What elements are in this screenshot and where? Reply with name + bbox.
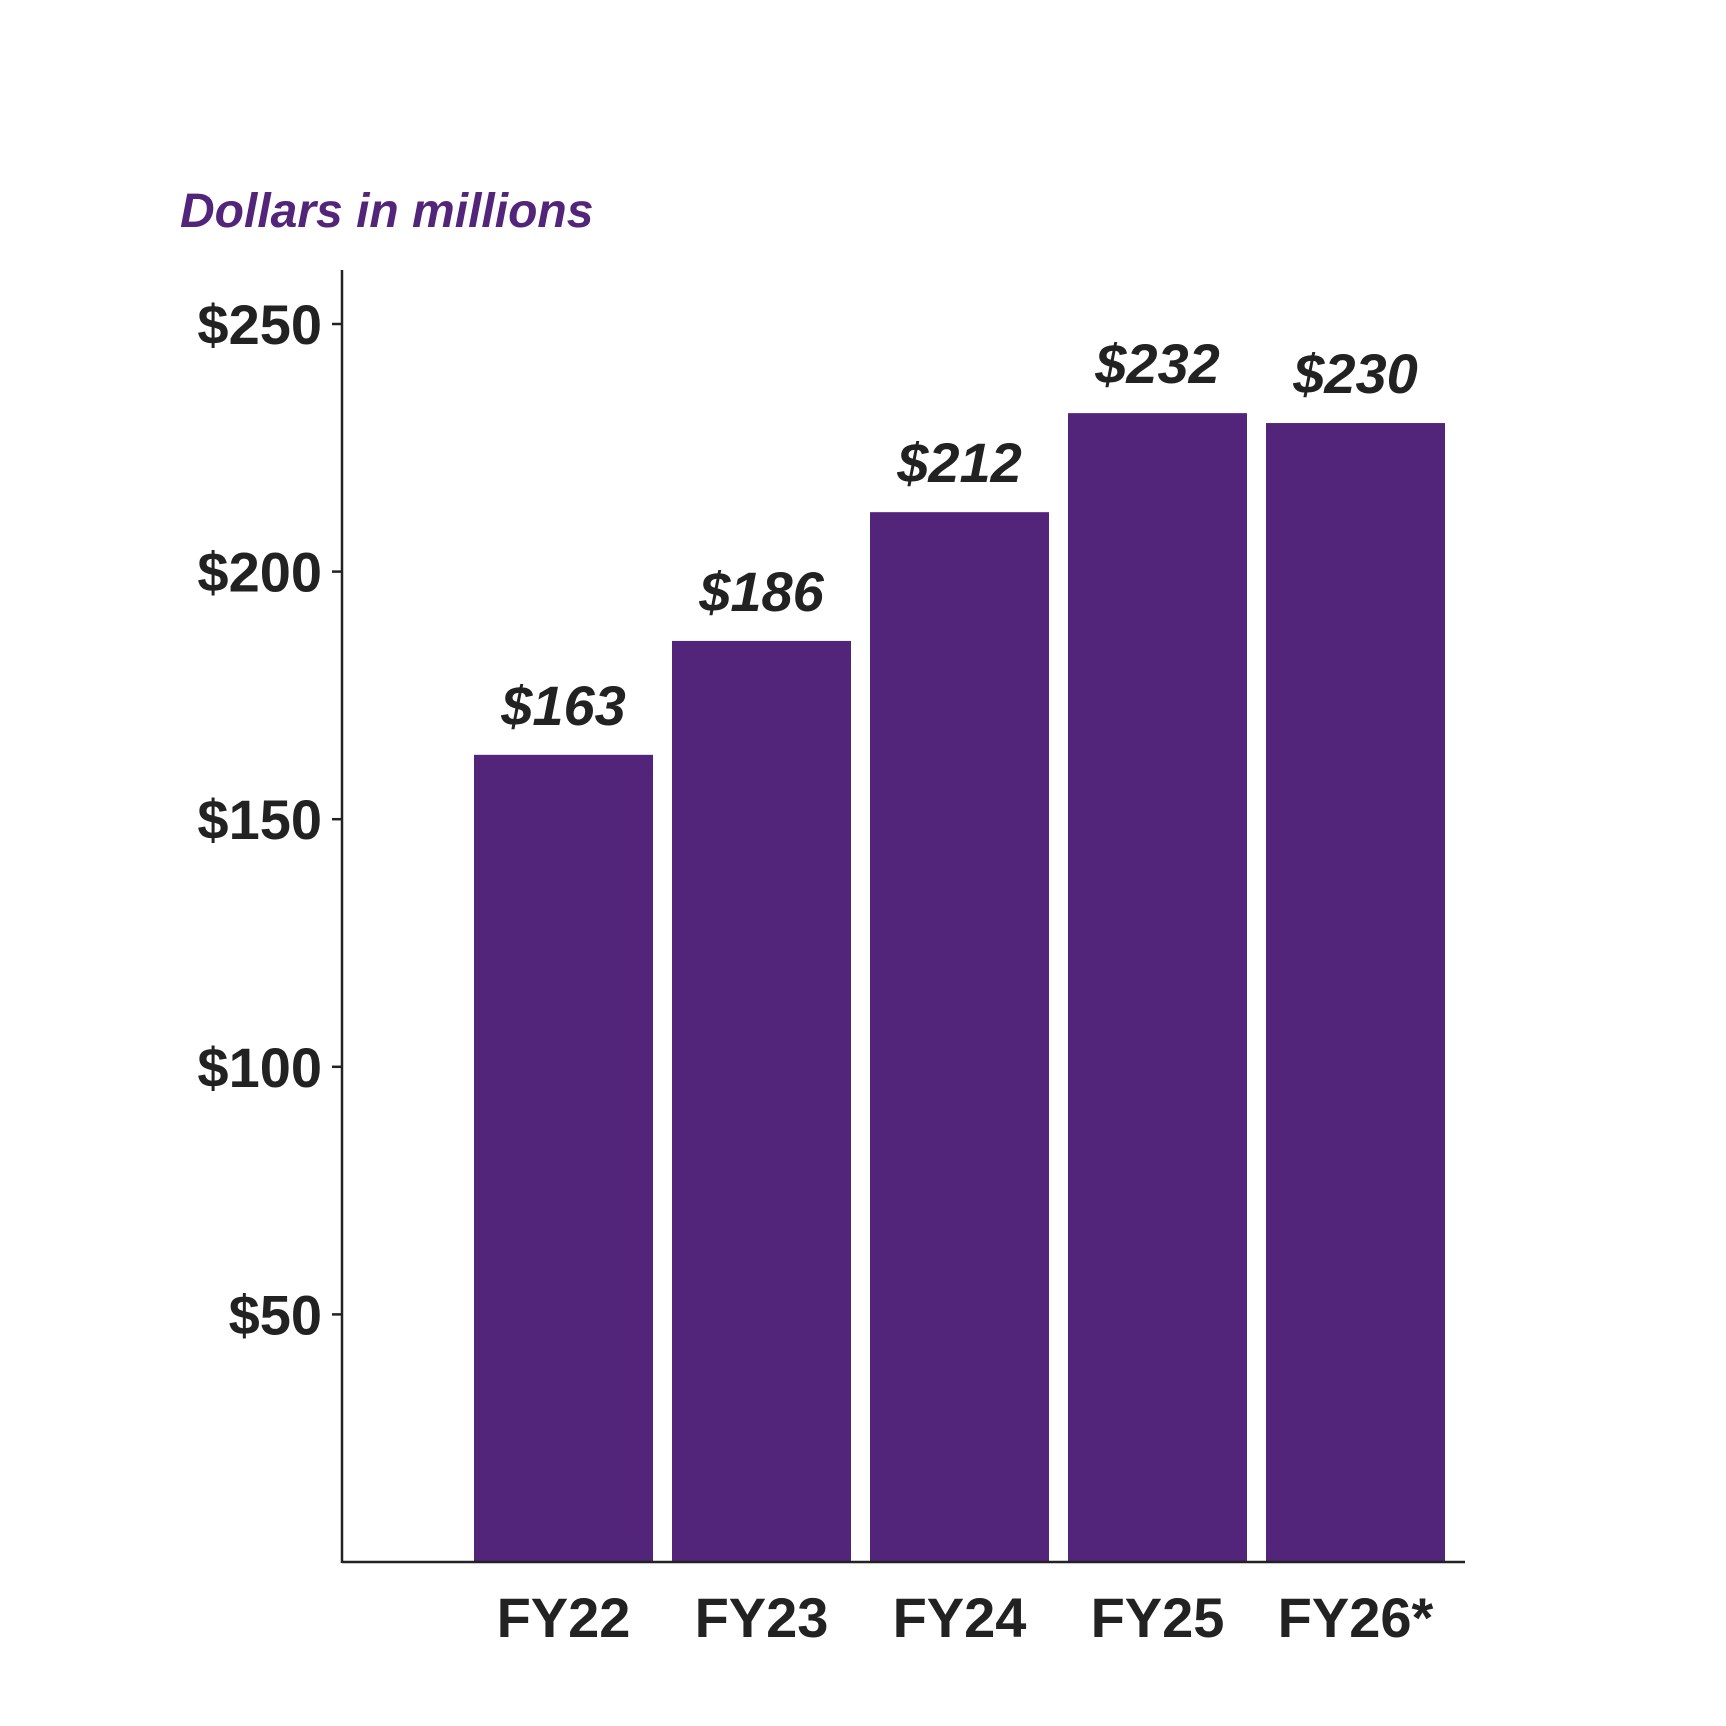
y-tick-label: $150	[197, 788, 322, 851]
x-tick-label: FY24	[893, 1586, 1027, 1649]
data-label: $232	[1094, 332, 1220, 395]
y-tick-label: $100	[197, 1036, 322, 1099]
y-axis: $50 $100 $150 $200 $250	[197, 270, 344, 1563]
value-labels: $163 $186 $212 $232 $230	[500, 332, 1418, 737]
data-label: $186	[698, 560, 824, 623]
x-tick-label: FY23	[695, 1586, 829, 1649]
y-tick-label: $200	[197, 541, 322, 604]
bar	[1266, 423, 1445, 1562]
x-axis: FY22 FY23 FY24 FY25 FY26*	[342, 1560, 1465, 1649]
bar	[1068, 413, 1247, 1562]
y-tick-label: $250	[197, 293, 322, 356]
x-tick-label: FY26*	[1278, 1586, 1434, 1649]
x-tick-label: FY22	[497, 1586, 631, 1649]
unit-label: Dollars in millions	[180, 185, 593, 238]
bar	[474, 754, 653, 1562]
data-label: $230	[1292, 342, 1418, 405]
bar	[672, 640, 851, 1562]
x-tick-label: FY25	[1091, 1586, 1225, 1649]
data-label: $212	[896, 431, 1022, 494]
bars	[474, 413, 1445, 1562]
data-label: $163	[500, 674, 626, 737]
y-tick-label: $50	[229, 1283, 322, 1346]
bar	[870, 512, 1049, 1562]
